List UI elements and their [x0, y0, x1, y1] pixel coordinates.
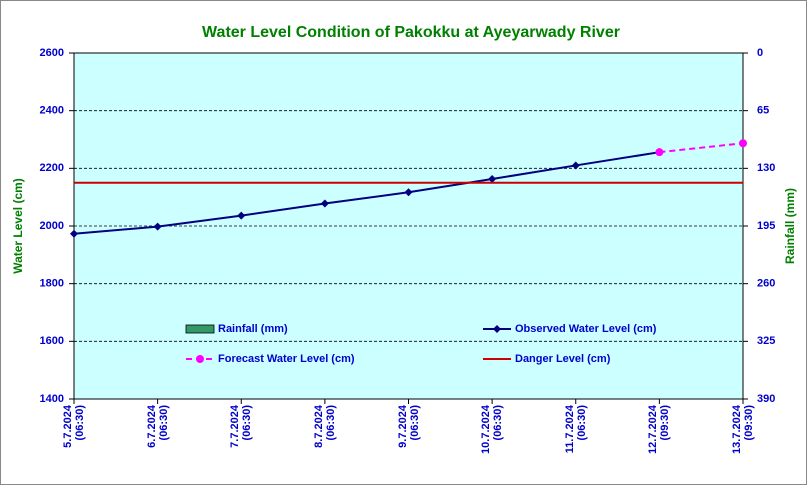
y-tick-label: 2600 [40, 47, 64, 59]
x-tick-label: 9.7.2024 (06:30) [396, 405, 421, 448]
x-tick-label: 13.7.2024 (09:30) [731, 405, 755, 454]
y-tick-label: 1800 [40, 278, 64, 290]
point [320, 199, 329, 208]
chart-title: Water Level Condition of Pakokku at Ayey… [202, 24, 620, 41]
x-tick-label: 7.7.2024 (06:30) [229, 405, 254, 448]
y2-tick-label: 130 [757, 162, 775, 174]
y-tick-label: 2200 [40, 162, 64, 174]
y2-tick-label: 195 [757, 220, 775, 232]
y2-tick-label: 325 [757, 335, 775, 347]
y2-tick-label: 0 [757, 47, 763, 59]
y-axis-label: Water Level (cm) [11, 178, 25, 274]
y-tick-label: 2000 [40, 220, 64, 232]
point [571, 161, 580, 170]
y-tick-label: 1400 [40, 393, 64, 405]
point [493, 325, 501, 333]
series-line [73, 151, 660, 235]
point [196, 355, 204, 363]
x-tick-label: 12.7.2024 (09:30) [647, 405, 672, 454]
y2-axis-label: Rainfall (mm) [783, 188, 797, 264]
x-tick-label: 5.7.2024 (06:30) [62, 405, 86, 448]
point [404, 188, 413, 197]
y2-tick-label: 65 [757, 105, 769, 117]
legend-label: Danger Level (cm) [515, 353, 611, 365]
legend-label: Observed Water Level (cm) [515, 323, 657, 335]
y-tick-label: 1600 [40, 335, 64, 347]
legend-swatch [185, 324, 215, 334]
point [739, 139, 747, 148]
x-tick-label: 8.7.2024 (06:30) [312, 405, 337, 448]
point [153, 222, 162, 231]
point [237, 211, 246, 220]
x-tick-label: 10.7.2024 (06:30) [480, 405, 505, 454]
legend-label: Rainfall (mm) [218, 323, 288, 335]
point [70, 229, 78, 238]
point [655, 148, 664, 157]
x-tick-label: 6.7.2024 (06:30) [145, 405, 170, 448]
point [488, 175, 497, 184]
series-line [659, 142, 744, 154]
x-tick-label: 11.7.2024 (06:30) [563, 405, 588, 454]
y2-tick-label: 390 [757, 393, 775, 405]
legend-label: Forecast Water Level (cm) [218, 353, 355, 365]
y2-tick-label: 260 [757, 278, 775, 290]
y-tick-label: 2400 [40, 105, 64, 117]
